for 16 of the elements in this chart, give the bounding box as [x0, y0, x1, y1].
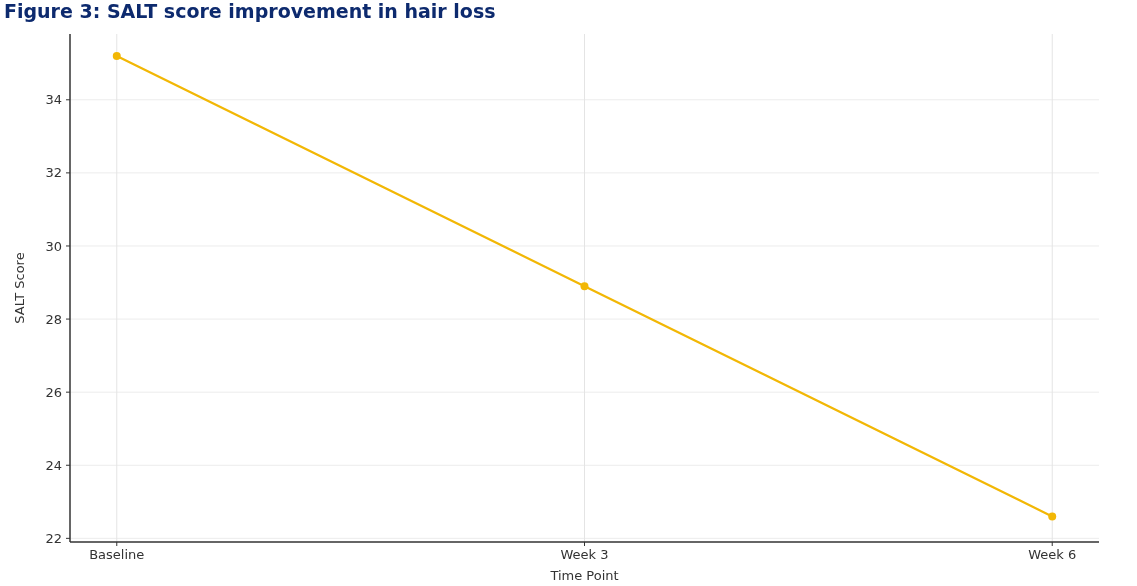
- point: [1048, 512, 1057, 521]
- x-tick-label: Week 6: [1028, 547, 1077, 562]
- y-tick-label: 22: [45, 530, 62, 546]
- y-tick-label: 32: [45, 165, 62, 181]
- y-tick-label: 26: [45, 384, 62, 400]
- x-axis-title: Time Point: [549, 568, 619, 583]
- point: [112, 51, 121, 60]
- y-axis-title: SALT Score: [12, 252, 27, 324]
- y-tick-label: 34: [45, 92, 62, 108]
- y-tick-label: 24: [45, 457, 62, 473]
- x-tick-label: Baseline: [89, 547, 145, 562]
- y-tick-label: 30: [45, 238, 62, 254]
- y-tick-label: 28: [45, 311, 62, 327]
- chart-title: Figure 3: SALT score improvement in hair loss: [4, 0, 496, 22]
- x-tick-label: Week 3: [560, 547, 609, 562]
- point: [580, 282, 589, 291]
